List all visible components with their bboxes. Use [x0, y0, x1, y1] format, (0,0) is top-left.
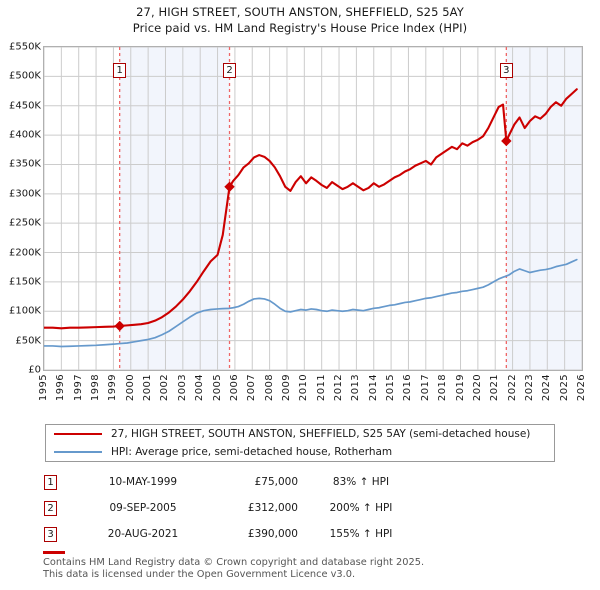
x-axis-tick-label: 2017: [419, 374, 431, 402]
x-axis-tick-label: 1997: [72, 374, 84, 402]
legend-label-property: 27, HIGH STREET, SOUTH ANSTON, SHEFFIELD…: [111, 428, 531, 440]
x-axis-tick-label: 1996: [55, 374, 67, 402]
x-axis-tick-label: 2003: [176, 374, 188, 402]
transactions-table: 1 10-MAY-1999 £75,000 83% ↑ HPI 2 09-SEP…: [44, 472, 464, 550]
x-axis-tick-label: 2021: [489, 374, 501, 402]
series-line-hpi: [44, 258, 578, 348]
page-title: 27, HIGH STREET, SOUTH ANSTON, SHEFFIELD…: [0, 4, 600, 36]
x-axis-tick-label: 2024: [541, 374, 553, 402]
legend-swatch-hpi: [54, 451, 102, 453]
x-axis-tick-label: 2018: [437, 374, 449, 402]
x-axis-tick-label: 2002: [159, 374, 171, 402]
transaction-hpi-delta: 83% ↑ HPI: [332, 476, 390, 488]
y-axis-tick-label: £500K: [8, 70, 41, 82]
y-axis-tick-label: £200K: [8, 247, 41, 259]
transaction-index-badge: 3: [44, 527, 57, 542]
transaction-date: 10-MAY-1999: [108, 476, 178, 488]
transaction-price: £390,000: [247, 528, 298, 540]
x-axis-tick-label: 1999: [107, 374, 119, 402]
shaded-band: [119, 47, 230, 370]
footer-attribution: Contains HM Land Registry data © Crown c…: [43, 557, 563, 581]
y-axis-tick-label: £50K: [15, 335, 41, 347]
y-axis-tick-label: £350K: [8, 158, 41, 170]
footer-line-2: This data is licensed under the Open Gov…: [43, 569, 356, 580]
table-row: 1 10-MAY-1999 £75,000 83% ↑ HPI: [44, 472, 464, 498]
transaction-point-marker: [224, 181, 235, 192]
y-axis-tick-label: £450K: [8, 100, 41, 112]
event-marker-badge: 2: [223, 63, 237, 78]
x-axis-tick-label: 2008: [263, 374, 275, 402]
y-axis-tick-label: £400K: [8, 129, 41, 141]
y-axis-tick-label: £550K: [8, 41, 41, 53]
legend-label-hpi: HPI: Average price, semi-detached house,…: [111, 446, 393, 458]
x-axis-tick-label: 2011: [315, 374, 327, 402]
transaction-point-marker: [501, 135, 512, 147]
x-axis-tick-label: 2015: [385, 374, 397, 402]
footer-line-1: Contains HM Land Registry data © Crown c…: [43, 557, 425, 568]
transaction-date: 09-SEP-2005: [109, 502, 177, 514]
transaction-index-badge: 1: [44, 475, 57, 490]
chart-legend: 27, HIGH STREET, SOUTH ANSTON, SHEFFIELD…: [45, 424, 555, 462]
x-axis-tick-label: 2020: [471, 374, 483, 402]
y-axis-tick-label: £150K: [8, 276, 41, 288]
x-axis-tick-label: 2000: [124, 374, 136, 402]
x-axis-tick-label: 2006: [228, 374, 240, 402]
transaction-price: £75,000: [254, 476, 298, 488]
x-axis-tick-label: 2005: [211, 374, 223, 402]
x-axis-tick-label: 2019: [454, 374, 466, 402]
x-axis-tick-label: 2025: [558, 374, 570, 402]
shaded-band: [506, 47, 582, 370]
transaction-point-marker: [114, 320, 125, 332]
x-axis-tick-label: 2012: [333, 374, 345, 402]
x-axis-tick-label: 1995: [38, 374, 49, 402]
x-axis-tick-label: 1998: [90, 374, 102, 402]
chart-svg: [44, 47, 582, 370]
event-marker-badge: 3: [499, 63, 513, 78]
x-axis-tick-label: 2009: [280, 374, 292, 402]
x-axis-tick-label: 2013: [350, 374, 362, 402]
title-line-1: 27, HIGH STREET, SOUTH ANSTON, SHEFFIELD…: [136, 5, 464, 19]
x-axis-tick-label: 2004: [194, 374, 206, 402]
table-row: 3 20-AUG-2021 £390,000 155% ↑ HPI: [44, 524, 464, 550]
x-axis-tick-label: 2001: [142, 374, 154, 402]
x-axis-tick-label: 2023: [523, 374, 535, 402]
plot-area: [43, 46, 583, 371]
legend-swatch-property: [54, 433, 102, 435]
title-line-2: Price paid vs. HM Land Registry's House …: [132, 21, 468, 35]
legend-item-property: 27, HIGH STREET, SOUTH ANSTON, SHEFFIELD…: [46, 425, 554, 443]
series-line-property: [44, 88, 578, 330]
x-axis-tick-label: 2022: [506, 374, 518, 402]
footer-accent-bar: [43, 551, 65, 554]
y-axis-tick-label: £0: [28, 364, 41, 376]
transaction-date: 20-AUG-2021: [107, 528, 179, 540]
y-axis-tick-label: £250K: [8, 217, 41, 229]
transaction-hpi-delta: 200% ↑ HPI: [329, 502, 393, 514]
x-axis-tick-label: 2007: [246, 374, 258, 402]
x-axis-tick-label: 2010: [298, 374, 310, 402]
x-axis-tick-label: 2026: [576, 374, 587, 402]
event-marker-badge: 1: [113, 63, 127, 78]
legend-item-hpi: HPI: Average price, semi-detached house,…: [46, 443, 554, 461]
y-axis-labels: £0 £50K £100K £150K £200K £250K £300K £350K £400…: [0, 0, 41, 590]
table-row: 2 09-SEP-2005 £312,000 200% ↑ HPI: [44, 498, 464, 524]
transaction-index-badge: 2: [44, 501, 57, 516]
transaction-hpi-delta: 155% ↑ HPI: [329, 528, 393, 540]
x-axis-tick-label: 2016: [402, 374, 414, 402]
y-axis-tick-label: £100K: [8, 305, 41, 317]
transaction-price: £312,000: [247, 502, 298, 514]
y-axis-tick-label: £300K: [8, 188, 41, 200]
x-axis-tick-label: 2014: [367, 374, 379, 402]
